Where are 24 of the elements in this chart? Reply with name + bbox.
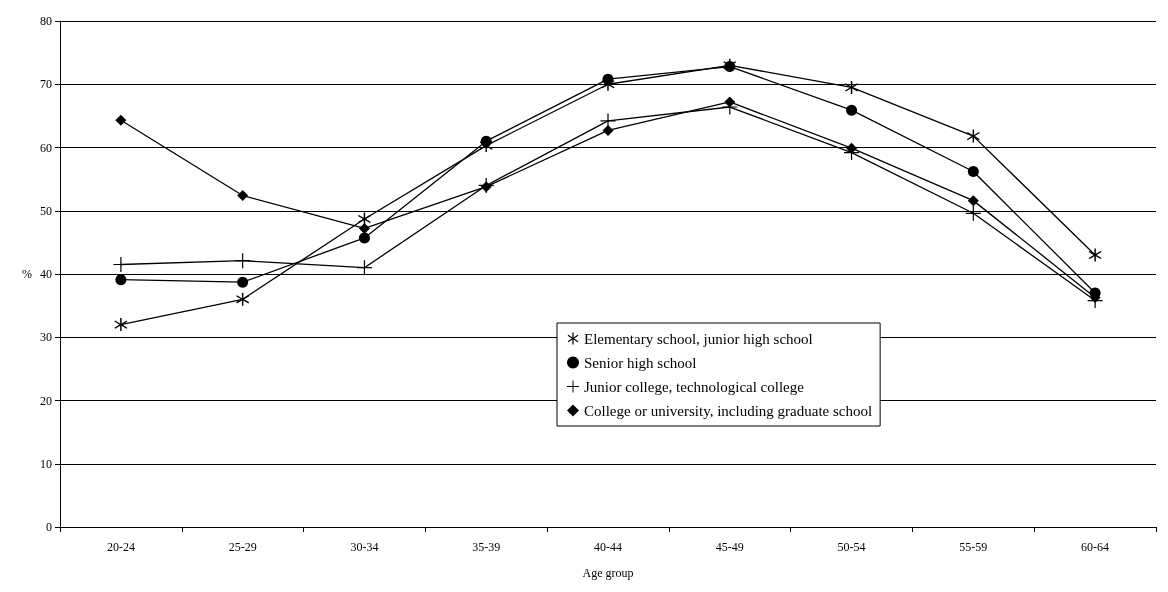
x-axis-title: Age group: [582, 566, 634, 580]
legend-label: College or university, including graduate school: [584, 402, 873, 419]
y-tick-label: 40: [40, 267, 52, 281]
x-tick-label: 50-54: [837, 540, 866, 554]
y-tick-label: 50: [40, 203, 52, 218]
x-tick-label: 55-59: [959, 540, 988, 554]
y-tick-label: 60: [40, 140, 52, 155]
y-tick-label: 80: [40, 14, 52, 28]
x-tick-label: 25-29: [228, 540, 257, 554]
y-axis-title: %: [22, 267, 32, 281]
x-tick-label: 30-34: [350, 540, 379, 554]
y-tick-label: 30: [40, 330, 52, 345]
x-tick-label: 35-39: [472, 540, 501, 554]
y-tick-label: 70: [40, 77, 52, 92]
y-tick-label: 10: [40, 456, 52, 471]
x-tick-label: 60-64: [1081, 540, 1110, 554]
legend-label: Elementary school, junior high school: [584, 330, 813, 347]
y-tick-label: 0: [46, 520, 52, 534]
x-tick-label: 20-24: [106, 540, 135, 554]
y-tick-label: 20: [40, 393, 52, 408]
x-tick-label: 45-49: [715, 540, 744, 554]
legend-label: Junior college, technological college: [584, 378, 805, 395]
legend-label: Senior high school: [584, 354, 697, 371]
x-tick-label: 40-44: [594, 540, 622, 554]
